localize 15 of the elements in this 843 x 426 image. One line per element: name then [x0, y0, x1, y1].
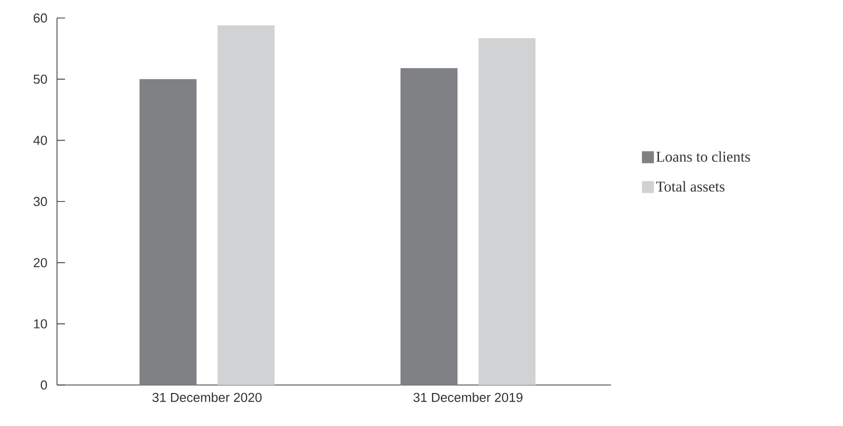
- legend-label: Total assets: [656, 181, 724, 192]
- x-tick-label: 31 December 2020: [152, 392, 262, 402]
- y-tick-label: 10: [34, 319, 47, 328]
- y-tick-label: 0: [40, 380, 47, 390]
- bar: [400, 68, 458, 385]
- y-tick-label: 20: [34, 258, 47, 268]
- y-tick-label: 30: [34, 196, 47, 206]
- y-tick-label: 60: [34, 13, 47, 23]
- y-tick-label: 50: [34, 74, 47, 84]
- legend-label: Loans to clients: [656, 151, 750, 162]
- y-tick-label: 40: [33, 136, 47, 145]
- x-tick-label: 31 December 2019: [413, 392, 522, 402]
- bar: [478, 38, 536, 385]
- bar: [140, 79, 197, 385]
- bar: [218, 25, 275, 385]
